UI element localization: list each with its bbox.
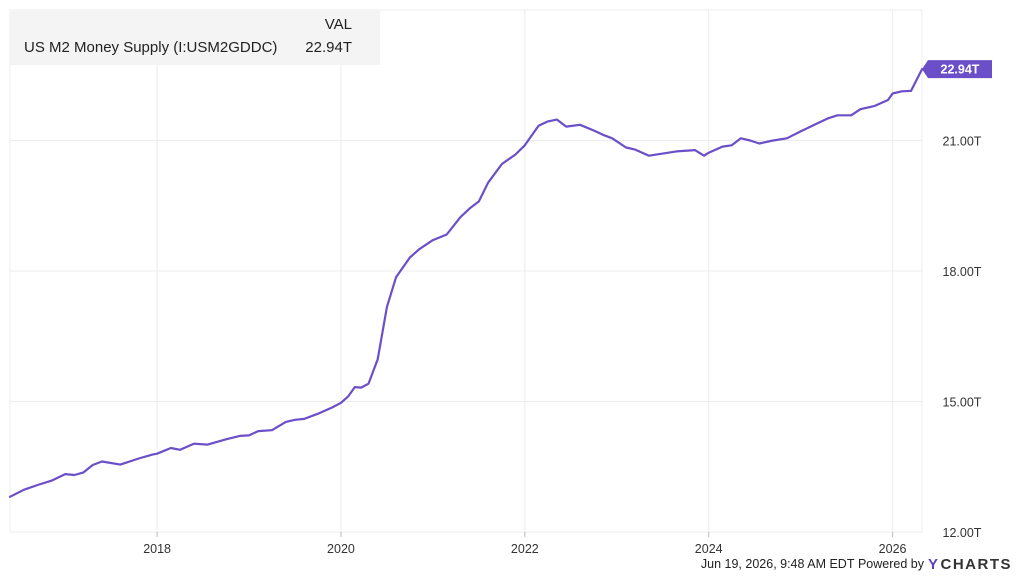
grid-lines <box>9 9 923 533</box>
ycharts-logo-text: CHARTS <box>940 555 1012 573</box>
legend-box: VAL US M2 Money Supply (I:USM2GDDC) 22.9… <box>10 10 380 65</box>
x-axis-ticks: 2018 2020 2022 2024 2026 <box>143 532 907 556</box>
legend-series-value: 22.94T <box>305 39 352 56</box>
legend-header: VAL <box>324 16 352 33</box>
y-tick-label: 15.00T <box>943 396 982 410</box>
last-value-badge: 22.94T <box>922 60 992 79</box>
x-tick-label: 2020 <box>327 542 355 556</box>
y-tick-label: 12.00T <box>943 526 982 540</box>
ycharts-logo[interactable]: Y CHARTS <box>928 556 1012 573</box>
last-value-badge-label: 22.94T <box>941 63 980 77</box>
chart-footer: Jun 19, 2026, 9:48 AM EDT Powered by Y C… <box>701 555 1012 573</box>
legend-series-name: US M2 Money Supply (I:USM2GDDC) <box>24 39 278 56</box>
footer-timestamp: Jun 19, 2026, 9:48 AM EDT <box>700 557 855 571</box>
ycharts-logo-y: Y <box>927 555 940 573</box>
last-value-badge-shape <box>922 60 992 79</box>
y-axis-ticks: 12.00T 15.00T 18.00T 21.00T <box>943 135 982 541</box>
x-tick-label: 2024 <box>695 542 723 556</box>
x-tick-label: 2026 <box>879 542 907 556</box>
y-tick-label: 18.00T <box>943 265 982 279</box>
m2-series-line <box>8 68 924 498</box>
x-tick-label: 2018 <box>143 542 171 556</box>
x-tick-label: 2022 <box>511 542 539 556</box>
y-tick-label: 21.00T <box>943 135 982 149</box>
footer-powered-by: Powered by <box>857 557 924 571</box>
